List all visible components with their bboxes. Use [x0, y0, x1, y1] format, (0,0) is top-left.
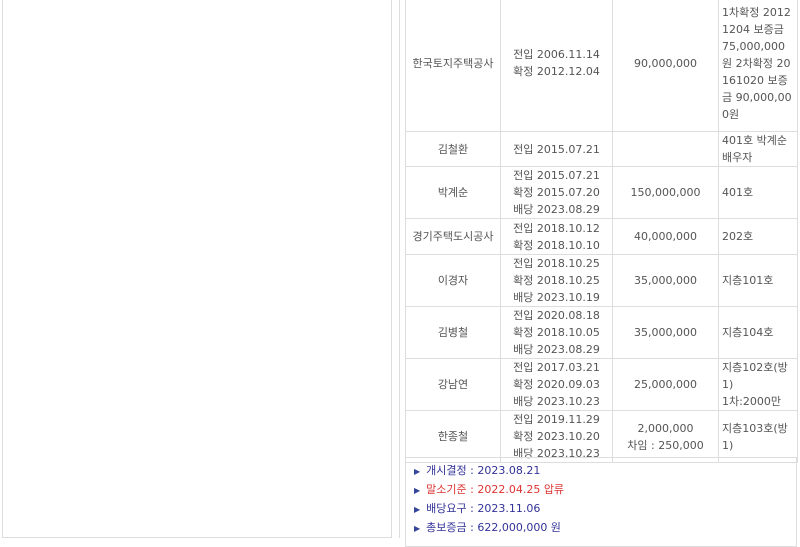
tenant-row: 이경자 전입 2018.10.25 확정 2018.10.25 배당 2023.10.… — [405, 254, 798, 307]
date-line: 배당 2023.10.23 — [513, 447, 600, 460]
tenant-dates: 전입 2015.07.21 확정 2015.07.20 배당 2023.08.29 — [500, 166, 613, 219]
right-panel — [399, 0, 800, 538]
tenant-row: 김철환 전입 2015.07.21 401호 박계순배우자 — [405, 131, 798, 167]
tenant-note: 1차확정 20121204 보증금 75,000,000원 2차확정 20161… — [718, 0, 798, 132]
tenant-note: 202호 — [718, 218, 798, 255]
date-line: 전입 2006.11.14 — [513, 48, 600, 61]
tenant-row: 경기주택도시공사 전입 2018.10.12 확정 2018.10.10 40,000… — [405, 218, 798, 255]
tenant-name: 경기주택도시공사 — [405, 218, 501, 255]
tenant-note: 401호 박계순배우자 — [718, 131, 798, 167]
summary-box: ▶ 개시결정 : 2023.08.21 ▶ 말소기준 : 2022.04.25 압류 ▶… — [405, 457, 797, 547]
tenant-amount: 90,000,000 — [612, 0, 719, 132]
amount-line: 25,000,000 — [634, 378, 697, 391]
tenant-row: 박계순 전입 2015.07.21 확정 2015.07.20 배당 2023.08.… — [405, 166, 798, 219]
summary-item: ▶ 배당요구 : 2023.11.06 — [406, 500, 796, 519]
note-line: 지층101호 — [722, 274, 774, 287]
tenant-name: 김철환 — [405, 131, 501, 167]
bullet: ▶ — [414, 524, 421, 533]
note-line: 지층104호 — [722, 326, 774, 339]
summary-item: ▶ 말소기준 : 2022.04.25 압류 — [406, 481, 796, 500]
date-line: 확정 2018.10.10 — [513, 238, 600, 252]
tenant-note: 401호 — [718, 166, 798, 219]
amount-line: 35,000,000 — [634, 326, 697, 339]
amount-line: 40,000,000 — [634, 230, 697, 243]
summary-item: ▶ 총보증금 : 622,000,000 원 — [406, 519, 796, 538]
summary-text: 개시결정 : 2023.08.21 — [426, 464, 541, 477]
amount-line: 35,000,000 — [634, 274, 697, 287]
tenant-dates: 전입 2020.08.18 확정 2018.10.05 배당 2023.08.29 — [500, 306, 613, 359]
summary-text: 총보증금 : 622,000,000 원 — [426, 521, 561, 534]
tenant-row: 한종철 전입 2019.11.29 확정 2023.10.20 배당 2023.10.… — [405, 410, 798, 463]
summary-text: 배당요구 : 2023.11.06 — [426, 502, 541, 515]
bullet: ▶ — [414, 505, 421, 514]
tenant-note: 지층104호 — [718, 306, 798, 359]
tenant-note: 지층102호(방1) 1차:2000만 — [718, 358, 798, 411]
tenant-table: 한국토지주택공사 전입 2006.11.14 확정 2012.12.04 90,000… — [405, 0, 798, 463]
date-line: 배당 2023.08.29 — [513, 203, 600, 216]
tenant-name: 김병철 — [405, 306, 501, 359]
date-line: 배당 2023.10.23 — [513, 395, 600, 408]
tenant-name: 강남연 — [405, 358, 501, 411]
date-line: 전입 2017.03.21 — [513, 361, 600, 374]
note-line: 지층103호(방1) — [722, 421, 788, 452]
date-line: 전입 2020.08.18 — [513, 309, 600, 322]
summary-item: ▶ 개시결정 : 2023.08.21 — [406, 462, 796, 481]
date-line: 전입 2015.07.21 — [513, 169, 600, 182]
amount-line: 90,000,000 — [634, 56, 697, 70]
date-line: 확정 2015.07.20 — [513, 186, 600, 199]
amount-line: 차임 : 250,000 — [627, 438, 704, 452]
tenant-name: 이경자 — [405, 254, 501, 307]
tenant-dates: 전입 2006.11.14 확정 2012.12.04 — [500, 0, 613, 132]
tenant-row: 김병철 전입 2020.08.18 확정 2018.10.05 배당 2023.08.… — [405, 306, 798, 359]
tenant-amount — [612, 131, 719, 167]
amount-line: 150,000,000 — [630, 186, 701, 199]
tenant-dates: 전입 2019.11.29 확정 2023.10.20 배당 2023.10.23 — [500, 410, 613, 463]
tenant-amount: 2,000,000 차임 : 250,000 — [612, 410, 719, 463]
note-line: 401호 박계순배우자 — [722, 134, 787, 164]
date-line: 배당 2023.08.29 — [513, 343, 600, 356]
bullet: ▶ — [414, 486, 421, 495]
tenant-amount: 150,000,000 — [612, 166, 719, 219]
summary-text: 말소기준 : 2022.04.25 압류 — [426, 483, 565, 496]
bullet: ▶ — [414, 467, 421, 476]
note-line: 202호 — [722, 230, 754, 243]
tenant-dates: 전입 2015.07.21 — [500, 131, 613, 167]
date-line: 확정 2018.10.25 — [513, 274, 600, 287]
date-line: 확정 2020.09.03 — [513, 378, 600, 391]
date-line: 전입 2015.07.21 — [513, 142, 600, 156]
tenant-dates: 전입 2018.10.25 확정 2018.10.25 배당 2023.10.19 — [500, 254, 613, 307]
tenant-amount: 25,000,000 — [612, 358, 719, 411]
date-line: 전입 2019.11.29 — [513, 413, 600, 426]
tenant-name: 한종철 — [405, 410, 501, 463]
tenant-row: 한국토지주택공사 전입 2006.11.14 확정 2012.12.04 90,000… — [405, 0, 798, 132]
tenant-note: 지층101호 — [718, 254, 798, 307]
note-line: 1차:2000만 — [722, 395, 781, 408]
note-line: 401호 — [722, 186, 754, 199]
tenant-row: 강남연 전입 2017.03.21 확정 2020.09.03 배당 2023.10.… — [405, 358, 798, 411]
tenant-amount: 35,000,000 — [612, 306, 719, 359]
note-line: 지층102호(방1) — [722, 361, 788, 391]
tenant-name: 한국토지주택공사 — [405, 0, 501, 132]
note-line: 1차확정 20121204 보증금 75,000,000원 2차확정 20161… — [722, 5, 792, 121]
tenant-name: 박계순 — [405, 166, 501, 219]
date-line: 확정 2018.10.05 — [513, 326, 600, 339]
date-line: 전입 2018.10.12 — [513, 221, 600, 235]
date-line: 확정 2012.12.04 — [513, 65, 600, 78]
left-panel — [2, 0, 392, 538]
date-line: 전입 2018.10.25 — [513, 257, 600, 270]
tenant-dates: 전입 2018.10.12 확정 2018.10.10 — [500, 218, 613, 255]
tenant-amount: 40,000,000 — [612, 218, 719, 255]
date-line: 배당 2023.10.19 — [513, 291, 600, 304]
tenant-dates: 전입 2017.03.21 확정 2020.09.03 배당 2023.10.23 — [500, 358, 613, 411]
tenant-note: 지층103호(방1) — [718, 410, 798, 463]
amount-line: 2,000,000 — [637, 421, 694, 435]
tenant-amount: 35,000,000 — [612, 254, 719, 307]
date-line: 확정 2023.10.20 — [513, 430, 600, 443]
